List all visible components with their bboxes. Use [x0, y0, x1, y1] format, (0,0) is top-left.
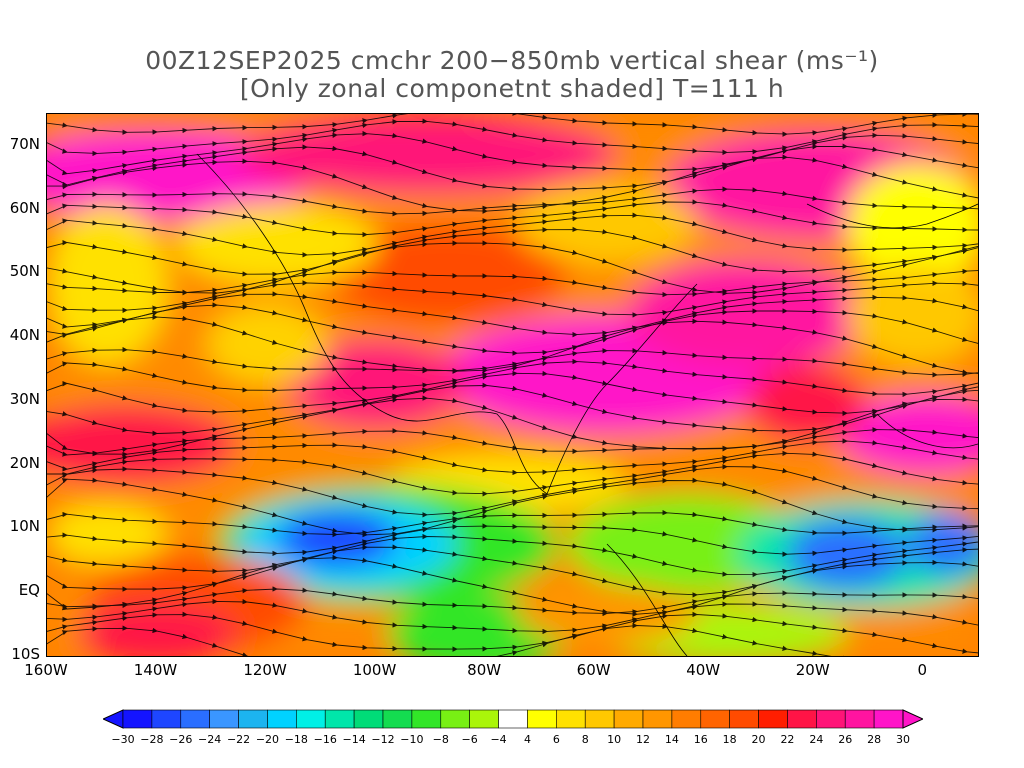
colorbar-swatch: [238, 709, 268, 729]
colorbar-swatch: [642, 709, 673, 729]
colorbar-tick-label: −20: [255, 733, 280, 746]
colorbar-swatch: [296, 709, 326, 729]
y-tick-label: 50N: [9, 262, 40, 281]
y-tick-label: 40N: [9, 326, 40, 345]
shear-streamlines: [47, 114, 978, 656]
x-tick-label: 140W: [133, 661, 178, 679]
colorbar-swatch: [527, 709, 557, 729]
colorbar-tick-label: 12: [636, 733, 650, 746]
x-tick-label: 80W: [467, 661, 502, 679]
colorbar-swatch: [411, 709, 442, 729]
x-tick-label: 40W: [686, 661, 721, 679]
colorbar-tick-label: −18: [284, 733, 308, 746]
colorbar-low-arrow: [103, 709, 124, 729]
colorbar-swatch: [873, 709, 904, 729]
colorbar-tick-label: −24: [198, 733, 222, 746]
colorbar-tick-label: 10: [607, 733, 622, 746]
colorbar-swatch: [816, 709, 846, 729]
colorbar-tick-label: −26: [169, 733, 193, 746]
colorbar-swatch: [498, 709, 528, 729]
colorbar-tick-label: −8: [432, 733, 449, 746]
colorbar-tick-label: −12: [371, 733, 395, 746]
colorbar-swatch: [353, 709, 384, 729]
colorbar-tick-label: 6: [552, 733, 560, 746]
y-tick-label: 70N: [9, 134, 40, 153]
y-tick-label: 10N: [9, 517, 40, 536]
x-tick-label: 0: [917, 661, 928, 679]
coastlines: [196, 153, 978, 656]
colorbar-tick-label: 16: [693, 733, 708, 746]
colorbar-tick-label: −6: [461, 733, 478, 746]
colorbar-tick-label: −14: [342, 733, 366, 746]
colorbar-tick-label: 18: [722, 733, 737, 746]
shear-map: [46, 113, 979, 657]
colorbar-swatch: [122, 709, 153, 729]
colorbar-tick-label: −10: [400, 733, 424, 746]
colorbar-tick-label: 24: [809, 733, 824, 746]
colorbar-swatch: [671, 709, 702, 729]
colorbar-swatch: [556, 709, 586, 729]
y-tick-label: EQ: [18, 581, 40, 600]
colorbar-tick-label: 4: [523, 733, 531, 746]
colorbar-tick-label: −28: [140, 733, 164, 746]
x-tick-label: 20W: [795, 661, 830, 679]
colorbar-tick-label: −16: [313, 733, 337, 746]
colorbar-tick-label: 30: [896, 733, 910, 746]
colorbar-tick-label: 26: [838, 733, 853, 746]
x-tick-label: 60W: [576, 661, 611, 679]
colorbar-tick-label: 8: [581, 733, 589, 746]
colorbar-swatch: [700, 709, 730, 729]
colorbar-swatch: [844, 709, 875, 729]
y-tick-label: 10S: [11, 645, 40, 663]
x-tick-label: 160W: [24, 661, 68, 679]
shear-shading: [47, 114, 978, 656]
colorbar-high-arrow: [902, 709, 923, 729]
colorbar-swatch: [267, 709, 297, 729]
colorbar-swatch: [151, 709, 182, 729]
streamline: [47, 622, 968, 656]
colorbar-swatch: [469, 709, 499, 729]
colorbar-tick-label: −22: [226, 733, 251, 746]
colorbar-swatch: [787, 709, 817, 729]
x-tick-label: 120W: [243, 661, 287, 679]
y-tick-label: 20N: [9, 453, 40, 472]
colorbar: [103, 709, 923, 729]
colorbar-tick-label: 14: [664, 733, 679, 746]
colorbar-tick-label: 22: [780, 733, 795, 746]
chart-title-line1: 00Z12SEP2025 cmchr 200−850mb vertical sh…: [145, 46, 879, 75]
colorbar-swatch: [382, 709, 413, 729]
y-tick-label: 30N: [9, 389, 40, 408]
colorbar-swatch: [209, 709, 239, 729]
chart-title-line2: [Only zonal componetnt shaded] T=111 h: [239, 74, 785, 103]
colorbar-tick-label: −4: [490, 733, 507, 746]
colorbar-swatch: [613, 709, 644, 729]
colorbar-tick-label: −30: [111, 733, 135, 746]
y-tick-label: 60N: [9, 198, 40, 217]
colorbar-tick-label: 28: [867, 733, 882, 746]
colorbar-swatch: [758, 709, 788, 729]
x-tick-label: 100W: [352, 661, 397, 679]
colorbar-tick-label: 20: [751, 733, 766, 746]
colorbar-swatch: [324, 709, 355, 729]
colorbar-swatch: [729, 709, 759, 729]
colorbar-swatch: [180, 709, 210, 729]
colorbar-swatch: [584, 709, 615, 729]
colorbar-swatch: [440, 709, 470, 729]
